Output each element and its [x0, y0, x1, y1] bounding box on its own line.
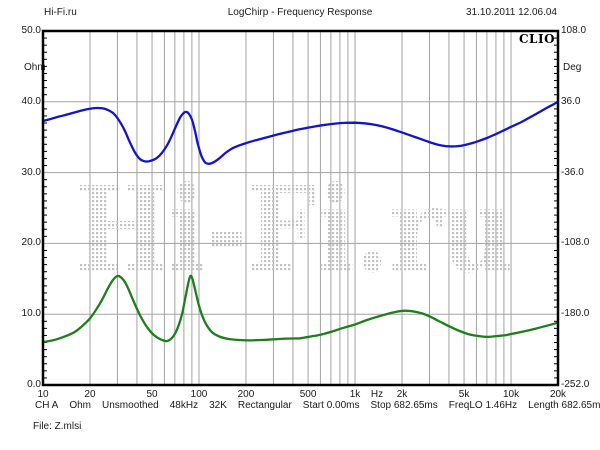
header-datetime: 31.10.2011 12.06.04 [465, 7, 557, 18]
curve-impedance [41, 274, 560, 344]
right-axis-tick: -108.0 [561, 237, 590, 249]
x-axis-tick: 500 [299, 389, 317, 400]
x-axis-tick: 5k [458, 389, 470, 400]
status-item: Ohm [69, 400, 92, 411]
right-axis-unit: Deg [563, 62, 582, 73]
status-bar: CH A Ohm Unsmoothed 48kHz 32K Rectangular Star… [35, 400, 600, 412]
right-axis-tick: 36.0 [561, 95, 581, 107]
left-axis-tick: 0.0 [27, 379, 41, 390]
x-axis-unit: Hz [370, 389, 384, 400]
left-axis-unit: Ohm [24, 62, 46, 73]
status-item: Unsmoothed [102, 400, 159, 411]
file-label: File: Z.mlsi [33, 421, 82, 432]
plot-border [41, 29, 560, 387]
status-item: FreqLO 1.46Hz [448, 400, 518, 411]
status-item: 48kHz [169, 400, 199, 411]
x-axis-tick: 200 [237, 389, 255, 400]
x-axis-tick: 10k [502, 389, 520, 400]
x-axis-tick: 50 [146, 389, 158, 400]
left-axis-tick: 20.0 [21, 237, 41, 249]
x-axis-tick: 2k [396, 389, 408, 400]
status-item: Stop 682.65ms [370, 400, 438, 411]
status-item: 32K [209, 400, 227, 411]
left-axis-tick: 40.0 [21, 95, 41, 107]
right-axis-tick: -180.0 [561, 308, 590, 320]
x-axis-tick: 20k [549, 389, 567, 400]
status-item: Length 682.65ms [528, 400, 600, 411]
x-axis-tick: 10 [37, 389, 49, 400]
watermark-text: Hi-Fi.ru [75, 160, 513, 299]
right-axis-tick: -36.0 [561, 166, 584, 178]
clio-logo: CLIO [519, 32, 556, 46]
status-item: CH A [35, 400, 59, 411]
left-axis-tick: 50.0 [21, 25, 41, 36]
right-axis-tick: 108.0 [561, 25, 587, 36]
right-axis-tick: -252.0 [561, 379, 590, 390]
page-title: LogChirp - Frequency Response [227, 7, 373, 18]
status-item: Start 0.00ms [302, 400, 360, 411]
status-item: Rectangular [237, 400, 292, 411]
left-axis-tick: 30.0 [21, 166, 41, 178]
x-axis-tick: 100 [190, 389, 208, 400]
curve-phase [41, 100, 560, 165]
header-site: Hi-Fi.ru [44, 7, 77, 18]
x-axis-tick: 1k [349, 389, 361, 400]
left-axis-tick: 10.0 [21, 308, 41, 320]
x-axis-tick: 20 [84, 389, 96, 400]
